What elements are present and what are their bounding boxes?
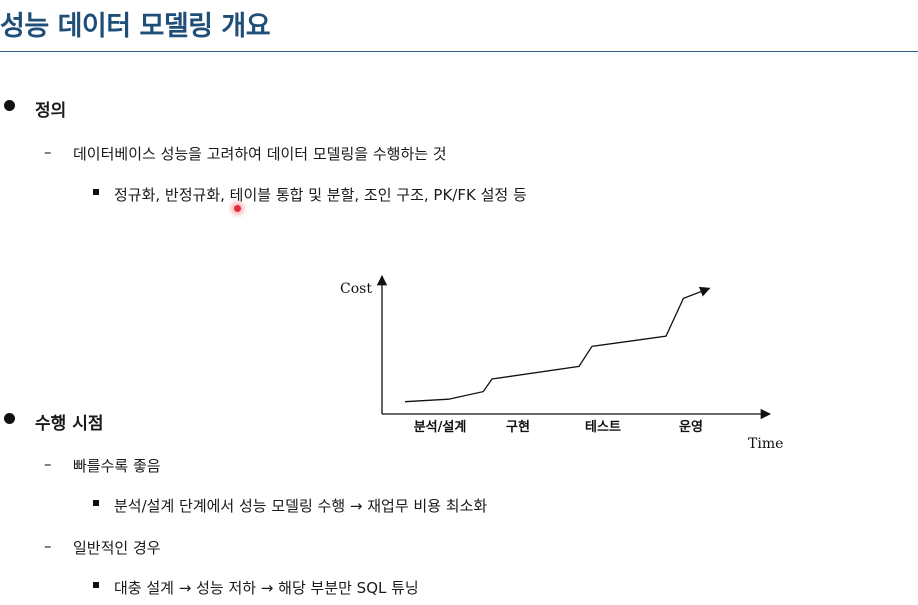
x-axis-title: Time: [748, 436, 783, 452]
bullet-dot: [4, 100, 15, 111]
dash-marker: –: [44, 143, 52, 161]
category-label: 구현: [506, 419, 530, 435]
list-subitem: 대충 설계 → 성능 저하 → 해당 부분만 SQL 튜닝: [93, 577, 419, 598]
list-subitem-text: 대충 설계 → 성능 저하 → 해당 부분만 SQL 튜닝: [114, 579, 419, 597]
section-heading-label: 정의: [35, 101, 67, 121]
dash-marker: –: [44, 537, 52, 555]
list-item-text: 빠를수록 좋음: [73, 457, 161, 475]
mouse-pointer-highlight: [234, 205, 241, 212]
bullet-dot: [4, 413, 15, 424]
list-subitem-text: 정규화, 반정규화, 테이블 통합 및 분할, 조인 구조, PK/FK 설정 …: [114, 186, 527, 204]
list-item: – 일반적인 경우: [44, 537, 161, 558]
list-subitem-text: 분석/설계 단계에서 성능 모델링 수행 → 재업무 비용 최소화: [114, 497, 488, 515]
list-subitem: 정규화, 반정규화, 테이블 통합 및 분할, 조인 구조, PK/FK 설정 …: [93, 184, 527, 205]
square-marker: [93, 189, 99, 195]
square-marker: [93, 500, 99, 506]
dash-marker: –: [44, 455, 52, 473]
category-label: 운영: [679, 420, 703, 435]
list-item-text: 일반적인 경우: [73, 539, 161, 557]
list-item: – 데이터베이스 성능을 고려하여 데이터 모델링을 수행하는 것: [44, 143, 447, 164]
title-divider: [0, 51, 918, 52]
list-item-text: 데이터베이스 성능을 고려하여 데이터 모델링을 수행하는 것: [73, 145, 447, 163]
category-label: 테스트: [585, 420, 621, 435]
list-item: – 빠를수록 좋음: [44, 455, 161, 476]
y-axis-title: Cost: [340, 281, 372, 297]
slide-title: 성능 데이터 모델링 개요: [0, 11, 271, 42]
cost-time-chart: Cost Time 분석/설계 구현 테스트 운영: [340, 274, 783, 452]
section-heading-timing: 수행 시점: [4, 409, 104, 434]
category-label: 분석/설계: [414, 420, 467, 435]
cost-series-line: [404, 286, 711, 403]
section-heading-label: 수행 시점: [35, 414, 104, 434]
square-marker: [93, 582, 99, 588]
list-subitem: 분석/설계 단계에서 성능 모델링 수행 → 재업무 비용 최소화: [93, 495, 488, 516]
section-heading-definition: 정의: [4, 96, 67, 121]
